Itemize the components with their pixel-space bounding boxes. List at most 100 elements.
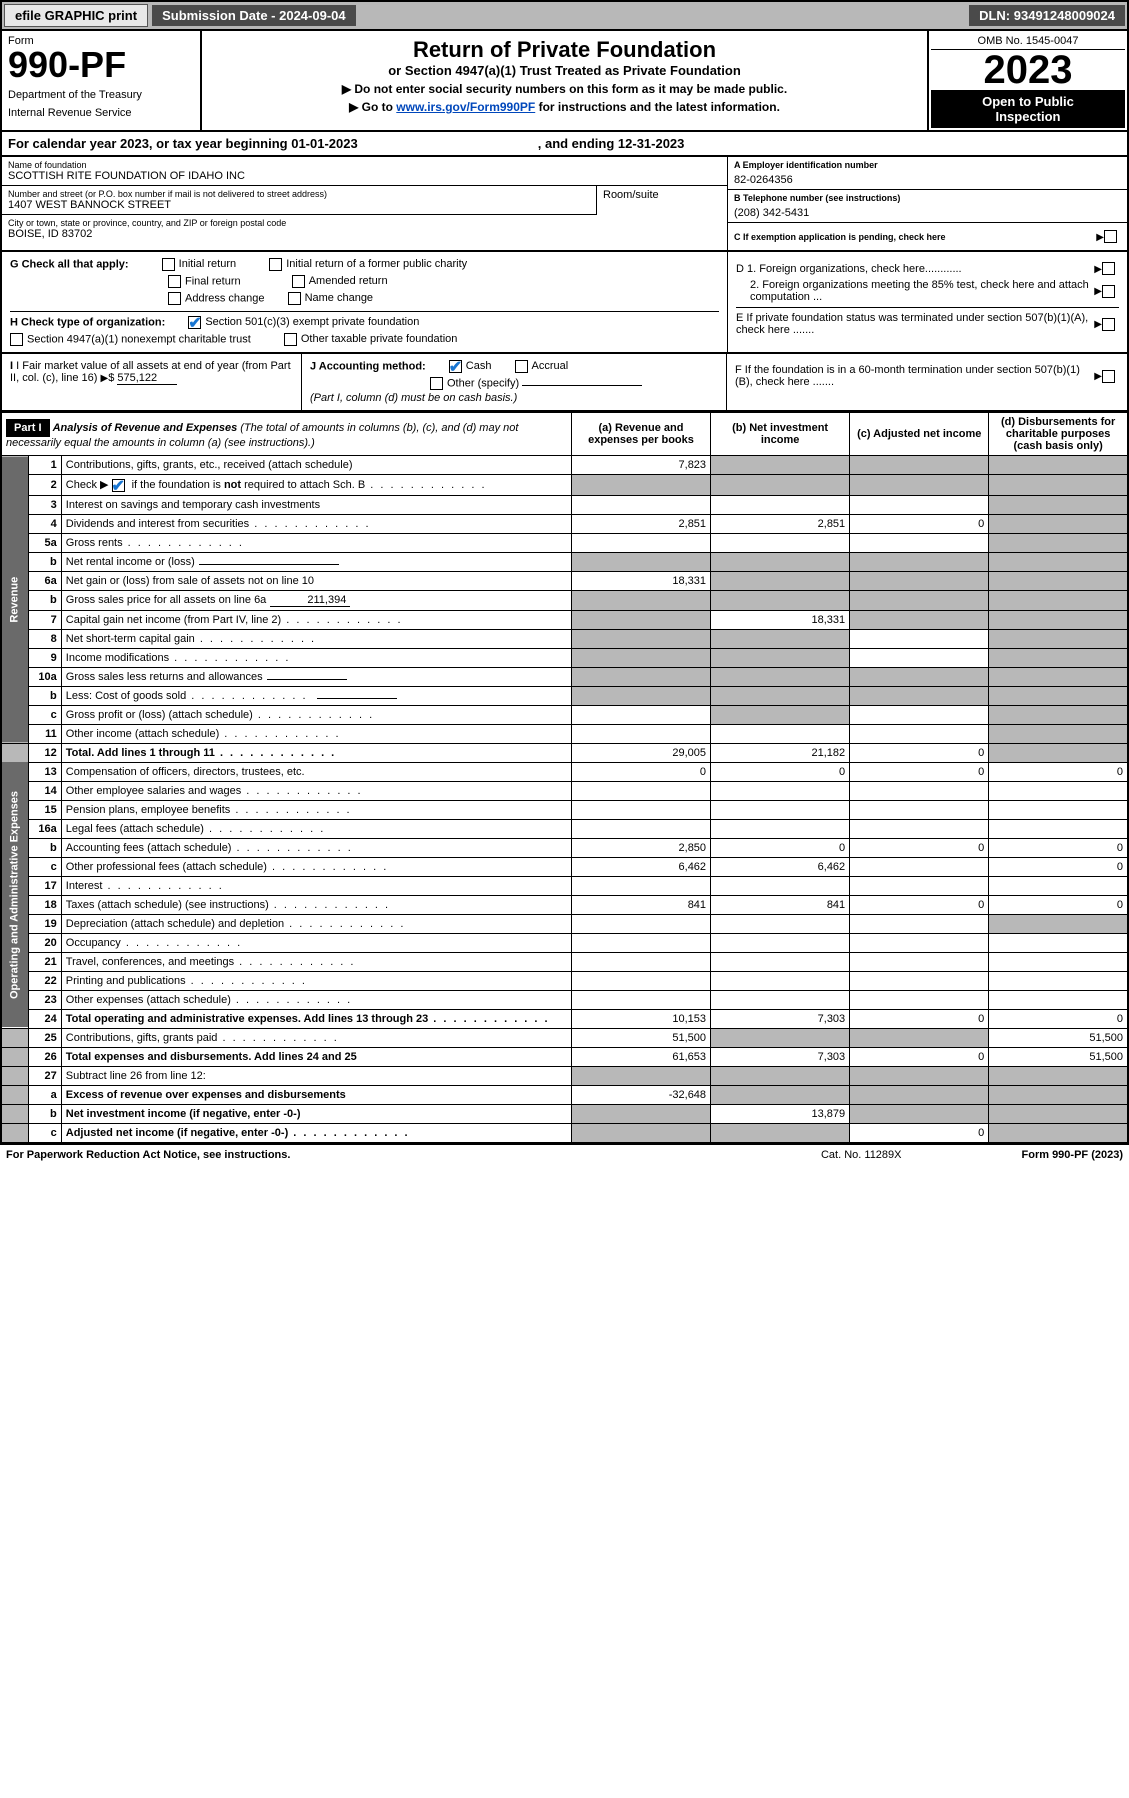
checkbox-other-taxable[interactable] bbox=[284, 333, 297, 346]
table-row: 5aGross rents bbox=[1, 533, 1128, 552]
arrow-icon bbox=[1094, 263, 1102, 275]
table-row: 19Depreciation (attach schedule) and dep… bbox=[1, 914, 1128, 933]
table-row: 20Occupancy bbox=[1, 933, 1128, 952]
table-row: cOther professional fees (attach schedul… bbox=[1, 857, 1128, 876]
table-row: 14Other employee salaries and wages bbox=[1, 781, 1128, 800]
table-row: 4Dividends and interest from securities2… bbox=[1, 514, 1128, 533]
open-public: Open to Public Inspection bbox=[931, 90, 1125, 128]
table-row: bNet investment income (if negative, ent… bbox=[1, 1104, 1128, 1123]
part1-label: Part I bbox=[6, 419, 50, 437]
form-link[interactable]: www.irs.gov/Form990PF bbox=[396, 100, 535, 114]
footer-catno: Cat. No. 11289X bbox=[821, 1149, 902, 1161]
table-row: Revenue 1Contributions, gifts, grants, e… bbox=[1, 456, 1128, 475]
form-subtitle: or Section 4947(a)(1) Trust Treated as P… bbox=[212, 63, 917, 78]
i-section: I I Fair market value of all assets at e… bbox=[2, 354, 302, 410]
table-row: 11Other income (attach schedule) bbox=[1, 724, 1128, 743]
table-row: Operating and Administrative Expenses 13… bbox=[1, 762, 1128, 781]
checkbox-other-method[interactable] bbox=[430, 377, 443, 390]
table-row: 25Contributions, gifts, grants paid51,50… bbox=[1, 1028, 1128, 1047]
table-row: 3Interest on savings and temporary cash … bbox=[1, 495, 1128, 514]
footer: For Paperwork Reduction Act Notice, see … bbox=[0, 1144, 1129, 1165]
expenses-side-label: Operating and Administrative Expenses bbox=[1, 762, 29, 1028]
section-ijf: I I Fair market value of all assets at e… bbox=[0, 354, 1129, 412]
form-number: 990-PF bbox=[8, 47, 194, 83]
ein-row: A Employer identification number 82-0264… bbox=[728, 157, 1127, 190]
table-row: bNet rental income or (loss) bbox=[1, 552, 1128, 571]
table-row: 26Total expenses and disbursements. Add … bbox=[1, 1047, 1128, 1066]
checkbox-initial-former[interactable] bbox=[269, 258, 282, 271]
checkbox-final-return[interactable] bbox=[168, 275, 181, 288]
checkbox-accrual[interactable] bbox=[515, 360, 528, 373]
table-row: 15Pension plans, employee benefits bbox=[1, 800, 1128, 819]
footer-left: For Paperwork Reduction Act Notice, see … bbox=[6, 1149, 290, 1161]
table-row: 7Capital gain net income (from Part IV, … bbox=[1, 610, 1128, 629]
table-row: 18Taxes (attach schedule) (see instructi… bbox=[1, 895, 1128, 914]
checkbox-4947a1[interactable] bbox=[10, 333, 23, 346]
checkbox-initial-return[interactable] bbox=[162, 258, 175, 271]
checkbox-f[interactable] bbox=[1102, 370, 1115, 383]
instruction-2: ▶ Go to www.irs.gov/Form990PF for instru… bbox=[212, 100, 917, 114]
form-title: Return of Private Foundation bbox=[212, 37, 917, 63]
footer-form: Form 990-PF (2023) bbox=[1022, 1149, 1124, 1161]
table-row: 6aNet gain or (loss) from sale of assets… bbox=[1, 571, 1128, 590]
col-d-header: (d) Disbursements for charitable purpose… bbox=[989, 413, 1128, 456]
dln: DLN: 93491248009024 bbox=[969, 5, 1125, 26]
table-row: bGross sales price for all assets on lin… bbox=[1, 590, 1128, 610]
submission-date: Submission Date - 2024-09-04 bbox=[152, 5, 356, 26]
form-header: Form 990-PF Department of the Treasury I… bbox=[0, 31, 1129, 132]
revenue-side-label: Revenue bbox=[1, 456, 29, 744]
part1-table: Part I Analysis of Revenue and Expenses … bbox=[0, 412, 1129, 1144]
arrow-icon bbox=[1094, 318, 1102, 330]
table-row: bLess: Cost of goods sold bbox=[1, 686, 1128, 705]
table-row: 21Travel, conferences, and meetings bbox=[1, 952, 1128, 971]
table-row: 23Other expenses (attach schedule) bbox=[1, 990, 1128, 1009]
table-row: 8Net short-term capital gain bbox=[1, 629, 1128, 648]
header-left: Form 990-PF Department of the Treasury I… bbox=[2, 31, 202, 130]
checkbox-amended[interactable] bbox=[292, 275, 305, 288]
checkbox-e[interactable] bbox=[1102, 318, 1115, 331]
tax-year: 2023 bbox=[931, 50, 1125, 90]
d1-row: D 1. Foreign organizations, check here..… bbox=[736, 262, 1119, 275]
table-row: 12Total. Add lines 1 through 1129,00521,… bbox=[1, 743, 1128, 762]
arrow-icon bbox=[1094, 285, 1102, 297]
header-right: OMB No. 1545-0047 2023 Open to Public In… bbox=[927, 31, 1127, 130]
arrow-icon bbox=[1094, 370, 1102, 382]
col-b-header: (b) Net investment income bbox=[711, 413, 850, 456]
checkbox-c[interactable] bbox=[1104, 230, 1117, 243]
calendar-year-row: For calendar year 2023, or tax year begi… bbox=[0, 132, 1129, 157]
checkbox-address-change[interactable] bbox=[168, 292, 181, 305]
topbar: efile GRAPHIC print Submission Date - 20… bbox=[0, 0, 1129, 31]
col-a-header: (a) Revenue and expenses per books bbox=[571, 413, 710, 456]
section-gh: G Check all that apply: Initial return I… bbox=[0, 252, 1129, 354]
checkbox-d1[interactable] bbox=[1102, 262, 1115, 275]
table-row: aExcess of revenue over expenses and dis… bbox=[1, 1085, 1128, 1104]
arrow-icon bbox=[100, 372, 108, 384]
checkbox-name-change[interactable] bbox=[288, 292, 301, 305]
instruction-1: ▶ Do not enter social security numbers o… bbox=[212, 82, 917, 96]
city-row: City or town, state or province, country… bbox=[2, 215, 727, 243]
room-suite: Room/suite bbox=[597, 186, 727, 215]
f-section: F If the foundation is in a 60-month ter… bbox=[727, 354, 1127, 410]
g-section: G Check all that apply: Initial return I… bbox=[10, 258, 719, 305]
h-section: H Check type of organization: Section 50… bbox=[10, 311, 719, 346]
e-row: E If private foundation status was termi… bbox=[736, 307, 1119, 336]
dept-irs: Internal Revenue Service bbox=[8, 107, 194, 119]
exemption-pending-row: C If exemption application is pending, c… bbox=[728, 223, 1127, 250]
table-row: 24Total operating and administrative exp… bbox=[1, 1009, 1128, 1028]
j-section: J Accounting method: Cash Accrual Other … bbox=[302, 354, 727, 410]
header-center: Return of Private Foundation or Section … bbox=[202, 31, 927, 130]
efile-print-button[interactable]: efile GRAPHIC print bbox=[4, 4, 148, 27]
table-row: cAdjusted net income (if negative, enter… bbox=[1, 1123, 1128, 1143]
table-row: 16aLegal fees (attach schedule) bbox=[1, 819, 1128, 838]
checkbox-d2[interactable] bbox=[1102, 285, 1115, 298]
table-row: 10aGross sales less returns and allowanc… bbox=[1, 667, 1128, 686]
table-row: 9Income modifications bbox=[1, 648, 1128, 667]
checkbox-501c3[interactable] bbox=[188, 316, 201, 329]
table-row: 17Interest bbox=[1, 876, 1128, 895]
col-c-header: (c) Adjusted net income bbox=[850, 413, 989, 456]
dept-treasury: Department of the Treasury bbox=[8, 89, 194, 101]
checkbox-cash[interactable] bbox=[449, 360, 462, 373]
table-row: 27Subtract line 26 from line 12: bbox=[1, 1066, 1128, 1085]
d2-row: 2. Foreign organizations meeting the 85%… bbox=[736, 279, 1119, 303]
checkbox-schb[interactable] bbox=[112, 479, 125, 492]
